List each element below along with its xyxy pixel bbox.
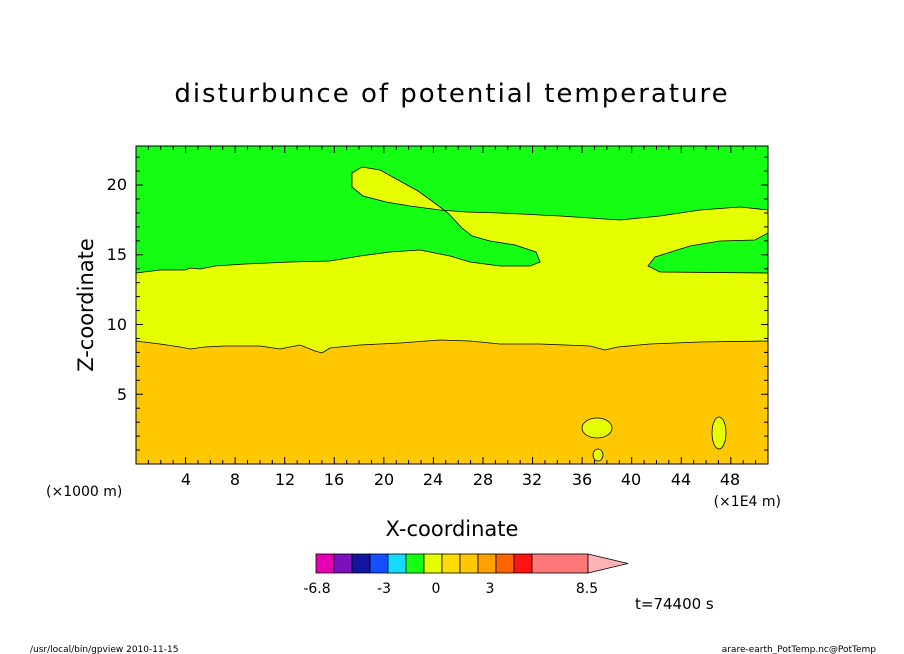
footer-right: arare-earth_PotTemp.nc@PotTemp xyxy=(722,645,877,654)
y-tick-label: 10 xyxy=(107,315,127,334)
x-tick-label: 44 xyxy=(671,470,691,489)
time-label: t=74400 s xyxy=(635,595,714,613)
colorbar-label: 3 xyxy=(486,581,495,597)
x-tick-label: 36 xyxy=(572,470,592,489)
x-tick-label: 16 xyxy=(324,470,344,489)
colorbar-arrow xyxy=(587,553,629,574)
colorbar-swatch xyxy=(513,553,533,574)
colorbar-swatch xyxy=(315,553,335,574)
axis-ticks xyxy=(136,146,768,464)
colorbar-swatch xyxy=(333,553,353,574)
x-tick-label: 48 xyxy=(720,470,740,489)
region-blob xyxy=(581,417,613,439)
chart-title: disturbunce of potential temperature xyxy=(174,79,729,109)
footer-left: /usr/local/bin/gpview 2010-11-15 xyxy=(30,645,178,654)
colorbar-label: -3 xyxy=(377,581,391,597)
plot-frame xyxy=(135,145,769,465)
colorbar xyxy=(315,553,629,574)
x-tick-label: 20 xyxy=(374,470,394,489)
x-unit-left: (×1000 m) xyxy=(46,484,122,500)
region-blob xyxy=(711,416,727,450)
plot-area xyxy=(135,145,769,465)
x-tick-label: 8 xyxy=(230,470,240,489)
x-tick-label: 40 xyxy=(621,470,641,489)
x-tick-label: 32 xyxy=(522,470,542,489)
x-tick-label: 4 xyxy=(181,470,191,489)
y-tick-label: 20 xyxy=(107,175,127,194)
colorbar-label: 0 xyxy=(432,581,441,597)
colorbar-swatch xyxy=(405,553,425,574)
x-tick-label: 12 xyxy=(275,470,295,489)
colorbar-swatch xyxy=(351,553,371,574)
colorbar-label: -6.8 xyxy=(303,581,330,597)
colorbar-swatch xyxy=(477,553,497,574)
x-unit-right: (×1E4 m) xyxy=(714,494,781,510)
region-lower xyxy=(135,339,769,465)
y-axis-label: Z-coordinate xyxy=(74,238,98,372)
colorbar-swatch xyxy=(423,553,443,574)
x-tick-label: 24 xyxy=(423,470,443,489)
x-tick-label: 28 xyxy=(473,470,493,489)
colorbar-swatch xyxy=(495,553,515,574)
colorbar-swatch xyxy=(531,553,589,574)
colorbar-swatch xyxy=(441,553,461,574)
colorbar-label: 8.5 xyxy=(576,581,598,597)
x-axis-label: X-coordinate xyxy=(386,517,519,541)
y-tick-label: 15 xyxy=(107,245,127,264)
colorbar-swatch xyxy=(459,553,479,574)
y-tick-label: 5 xyxy=(117,385,127,404)
colorbar-swatch xyxy=(369,553,389,574)
region-blob xyxy=(592,448,604,462)
colorbar-swatch xyxy=(387,553,407,574)
